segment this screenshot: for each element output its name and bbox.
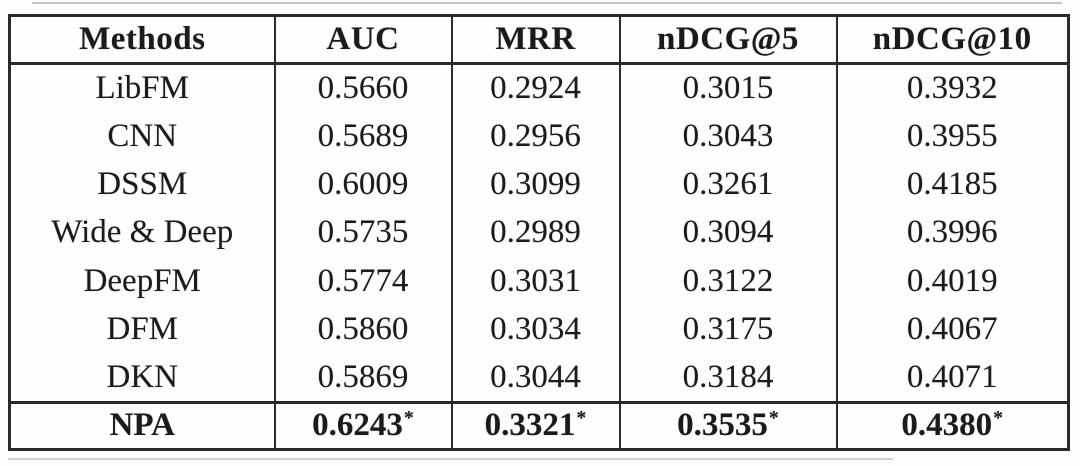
metric-value: 0.5689	[273, 111, 452, 161]
table-row-cnn: CNN 0.5689 0.2956 0.3043 0.3955	[10, 111, 1069, 161]
table-row-libfm: LibFM 0.5660 0.2924 0.3015 0.3932	[10, 63, 1069, 112]
table-row-deepfm: DeepFM 0.5774 0.3031 0.3122 0.4019	[10, 257, 1069, 306]
metric-value: 0.3321*	[450, 402, 620, 450]
table-row-dssm: DSSM 0.6009 0.3099 0.3261 0.4185	[10, 160, 1069, 209]
metric-value: 0.3184	[618, 353, 837, 403]
metric-value: 0.4019	[835, 257, 1069, 306]
metric-value: 0.3034	[450, 305, 620, 354]
artifact-line-top	[32, 2, 1062, 4]
table-row-npa-best: NPA 0.6243* 0.3321* 0.3535* 0.4380*	[9, 402, 1069, 450]
artifact-line-bottom	[8, 458, 893, 460]
metric-value: 0.3535*	[618, 402, 837, 450]
method-name: DKN	[106, 358, 179, 395]
metric-value: 0.5860	[273, 305, 452, 354]
metric-value: 0.5869	[273, 353, 452, 403]
metric-value-text: 0.4380	[901, 407, 993, 444]
metric-value: 0.5660	[273, 63, 452, 112]
metric-value: 0.2989	[450, 208, 620, 257]
metric-value: 0.3261	[618, 160, 837, 209]
method-name: DeepFM	[83, 262, 201, 299]
method-name: LibFM	[95, 69, 190, 106]
table-row-dfm: DFM 0.5860 0.3034 0.3175 0.4067	[10, 305, 1069, 354]
significance-asterisk: *	[993, 407, 1004, 430]
metric-value: 0.5774	[273, 257, 452, 306]
column-header-mrr: MRR	[450, 15, 620, 64]
method-name: NPA	[109, 407, 175, 444]
metric-value: 0.5735	[273, 208, 452, 257]
metric-value: 0.3996	[835, 208, 1069, 257]
metric-value: 0.3175	[618, 305, 837, 354]
metric-value: 0.3031	[450, 257, 620, 306]
method-name: DSSM	[97, 165, 188, 202]
metric-value-text: 0.3535	[677, 407, 768, 444]
significance-asterisk: *	[403, 407, 414, 430]
column-header-methods: Methods	[79, 21, 206, 57]
metric-value: 0.3094	[618, 208, 837, 257]
method-name: CNN	[107, 117, 178, 154]
metric-value: 0.2924	[450, 63, 620, 112]
metric-value: 0.4185	[835, 160, 1069, 209]
metric-value: 0.6009	[273, 160, 452, 209]
metric-value: 0.3932	[835, 63, 1069, 112]
method-name: Wide & Deep	[51, 214, 234, 251]
results-table: Methods AUC MRR nDCG@5 nDCG@10 LibFM 0.5…	[8, 14, 1070, 451]
method-name: DFM	[106, 311, 179, 348]
table-row-dkn: DKN 0.5869 0.3044 0.3184 0.4071	[10, 353, 1069, 403]
metric-value: 0.3099	[450, 160, 620, 209]
metric-value: 0.4071	[835, 353, 1069, 403]
metric-value: 0.4380*	[835, 402, 1069, 450]
metric-value: 0.6243*	[273, 402, 452, 450]
metric-value: 0.3122	[618, 257, 837, 306]
column-header-ndcg10: nDCG@10	[835, 15, 1069, 64]
metric-value: 0.3043	[618, 111, 837, 161]
metric-value: 0.3044	[450, 353, 620, 403]
significance-asterisk: *	[768, 407, 779, 430]
metric-value: 0.3015	[618, 63, 837, 112]
metric-value-text: 0.3321	[484, 407, 576, 444]
column-header-auc: AUC	[273, 15, 452, 64]
significance-asterisk: *	[576, 407, 587, 430]
table-row-wide-deep: Wide & Deep 0.5735 0.2989 0.3094 0.3996	[10, 208, 1069, 257]
metric-value-text: 0.6243	[312, 407, 403, 444]
metric-value: 0.4067	[835, 305, 1069, 354]
metric-value: 0.3955	[835, 111, 1069, 161]
column-header-ndcg5: nDCG@5	[618, 15, 837, 64]
metric-value: 0.2956	[450, 111, 620, 161]
header-row: Methods AUC MRR nDCG@5 nDCG@10	[9, 15, 1069, 64]
